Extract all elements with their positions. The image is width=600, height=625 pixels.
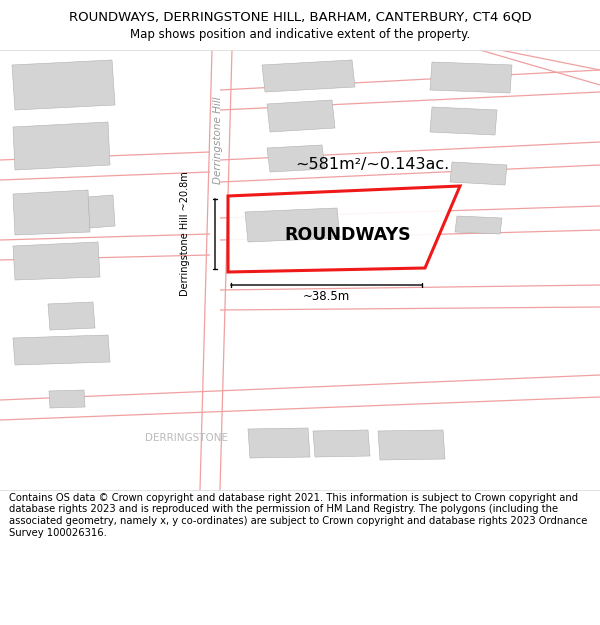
Polygon shape <box>13 335 110 365</box>
Polygon shape <box>13 242 100 280</box>
Polygon shape <box>313 430 370 457</box>
Polygon shape <box>247 212 335 242</box>
Polygon shape <box>245 208 340 242</box>
Polygon shape <box>88 195 115 228</box>
Text: Derringstone Hill ~20.8m: Derringstone Hill ~20.8m <box>180 172 190 296</box>
Polygon shape <box>262 60 355 92</box>
Text: ROUNDWAYS, DERRINGSTONE HILL, BARHAM, CANTERBURY, CT4 6QD: ROUNDWAYS, DERRINGSTONE HILL, BARHAM, CA… <box>68 11 532 24</box>
Text: Derringstone Hill: Derringstone Hill <box>213 96 223 184</box>
Text: ROUNDWAYS: ROUNDWAYS <box>284 226 412 244</box>
Polygon shape <box>248 428 310 458</box>
Polygon shape <box>378 430 445 460</box>
Text: ~38.5m: ~38.5m <box>302 291 350 304</box>
Polygon shape <box>455 216 502 234</box>
Text: Contains OS data © Crown copyright and database right 2021. This information is : Contains OS data © Crown copyright and d… <box>9 492 587 538</box>
Polygon shape <box>13 190 90 235</box>
Text: DERRINGSTONE: DERRINGSTONE <box>145 433 228 443</box>
Polygon shape <box>430 62 512 93</box>
Text: Map shows position and indicative extent of the property.: Map shows position and indicative extent… <box>130 28 470 41</box>
Polygon shape <box>267 145 325 172</box>
Polygon shape <box>267 100 335 132</box>
Polygon shape <box>228 186 460 272</box>
Polygon shape <box>48 302 95 330</box>
Polygon shape <box>430 107 497 135</box>
Polygon shape <box>13 122 110 170</box>
Polygon shape <box>12 60 115 110</box>
Polygon shape <box>450 162 507 185</box>
Text: ~581m²/~0.143ac.: ~581m²/~0.143ac. <box>295 158 449 172</box>
Polygon shape <box>49 390 85 408</box>
